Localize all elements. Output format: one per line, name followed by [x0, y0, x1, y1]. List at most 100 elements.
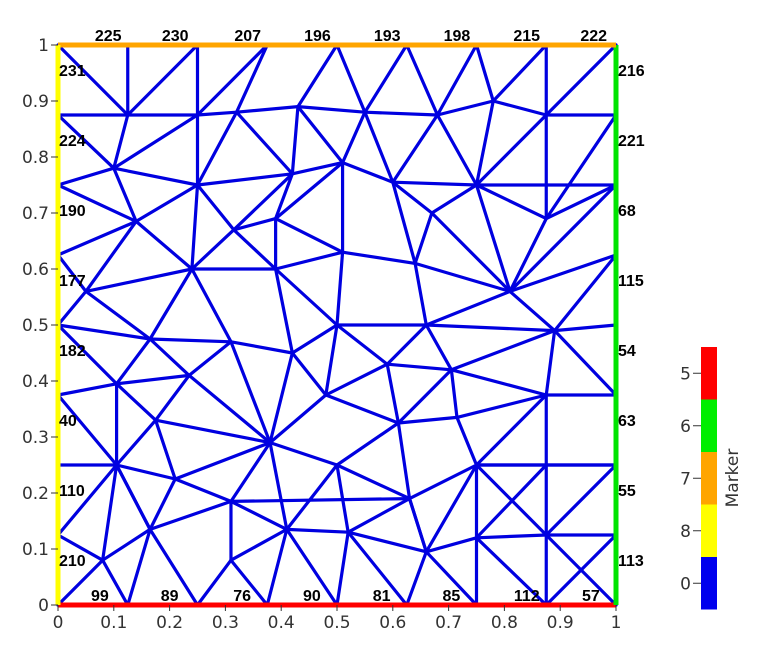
mesh-edge	[195, 183, 236, 232]
mesh-edge	[296, 43, 339, 109]
mesh-edge	[84, 289, 152, 341]
mesh-edge	[154, 373, 191, 422]
y-tick-label: 0.9	[22, 92, 49, 112]
mesh-edge	[544, 43, 618, 117]
mesh-edge	[229, 499, 289, 532]
y-tick-label: 0.6	[22, 260, 49, 280]
left-boundary-label: 210	[59, 553, 86, 570]
left-boundary-label: 110	[59, 483, 85, 500]
mesh-edge	[234, 43, 269, 114]
mesh-edge	[187, 373, 272, 445]
mesh-edge	[112, 113, 200, 170]
mesh-edge	[335, 530, 350, 607]
mesh-edge	[274, 172, 294, 221]
mesh-edge	[290, 323, 339, 355]
mesh-edge	[324, 323, 339, 397]
mesh-edge	[435, 99, 495, 117]
y-tick-label: 0.7	[22, 204, 49, 224]
mesh-edge	[385, 362, 453, 372]
mesh-edge	[134, 183, 200, 223]
right-boundary-label: 68	[618, 203, 636, 220]
mesh-edge	[56, 253, 88, 293]
mesh-edge	[553, 323, 618, 333]
mesh-edge	[290, 161, 345, 176]
mesh-edge	[56, 323, 119, 386]
mesh-edge	[114, 463, 177, 481]
top-boundary-label: 225	[95, 28, 122, 45]
bottom-boundary-label: 89	[161, 588, 179, 605]
y-tick-label: 0.4	[22, 372, 49, 392]
mesh-edge	[229, 340, 272, 445]
left-boundary-label: 190	[59, 203, 86, 220]
mesh-edge	[190, 228, 236, 271]
right-boundary-label: 216	[618, 63, 645, 80]
colorbar-label: 7	[680, 469, 691, 489]
mesh-edge	[430, 183, 479, 215]
mesh-edge	[265, 527, 289, 607]
mesh-edge	[449, 368, 548, 397]
mesh-edge	[335, 250, 345, 327]
mesh-edge	[363, 43, 409, 114]
mesh-edge	[154, 418, 177, 481]
y-tick-label: 1	[38, 36, 49, 56]
mesh-edge	[268, 351, 294, 445]
x-tick-label: 0.3	[212, 613, 239, 633]
bottom-boundary-label: 99	[91, 588, 109, 605]
mesh-edge	[126, 43, 200, 117]
mesh-edge	[112, 166, 200, 187]
mesh-edge	[234, 104, 300, 114]
mesh-edge	[435, 43, 479, 117]
mesh-edge	[391, 113, 440, 184]
colorbar-swatch	[701, 557, 717, 610]
left-boundary-label: 182	[59, 343, 86, 360]
mesh-edge	[84, 267, 194, 293]
mesh-edge	[126, 527, 152, 607]
y-tick-label: 0.1	[22, 540, 49, 560]
mesh-edge	[474, 536, 548, 607]
mesh-edge	[405, 43, 440, 117]
left-boundary-label: 40	[59, 413, 77, 430]
mesh-edge	[296, 104, 345, 165]
left-boundary-label: 177	[59, 273, 86, 290]
mesh-edge	[101, 463, 119, 562]
axes: 0 0.1 0.2 0.3 0.4 0.5 0.6 0.7 0.8 0.9 1 0 0.1 0.2 0.3 0…	[22, 36, 621, 633]
mesh-edge	[424, 550, 479, 607]
mesh-edge	[391, 180, 434, 215]
bottom-boundary-label: 112	[514, 588, 540, 605]
mesh-edge	[340, 110, 367, 165]
right-boundary-label: 54	[618, 343, 636, 360]
mesh-edge	[544, 533, 618, 607]
mesh-edge	[173, 477, 233, 503]
right-boundary-label: 221	[618, 133, 645, 150]
mesh-edge	[56, 43, 130, 117]
mesh-edge	[229, 558, 269, 607]
top-boundary-label: 193	[374, 28, 401, 45]
mesh-edge	[385, 362, 400, 425]
mesh-edge	[340, 161, 395, 184]
mesh-edge	[101, 558, 130, 607]
mesh-edge	[435, 113, 479, 187]
mesh-edge	[553, 329, 618, 397]
mesh-edge	[424, 463, 479, 554]
colorbar-swatch	[701, 399, 717, 452]
mesh-edge	[56, 166, 116, 187]
mesh-edge	[274, 267, 339, 327]
mesh-edge	[274, 267, 294, 355]
mesh-edge	[56, 183, 138, 223]
mesh-edge	[232, 172, 294, 232]
x-tick-label: 0.5	[323, 613, 350, 633]
mesh-edge	[56, 393, 119, 467]
mesh-edge	[405, 550, 428, 607]
mesh-edge	[324, 393, 400, 425]
mesh-edge	[508, 217, 548, 293]
mesh-edge	[114, 337, 152, 386]
colorbar-label: 8	[680, 522, 691, 542]
mesh-edge	[385, 323, 428, 366]
mesh-edge	[491, 99, 548, 117]
top-boundary-label: 198	[444, 28, 471, 45]
mesh-edge	[335, 43, 367, 114]
mesh-edge	[187, 340, 233, 377]
mesh-edge	[274, 217, 345, 254]
mesh-edge	[474, 533, 548, 540]
